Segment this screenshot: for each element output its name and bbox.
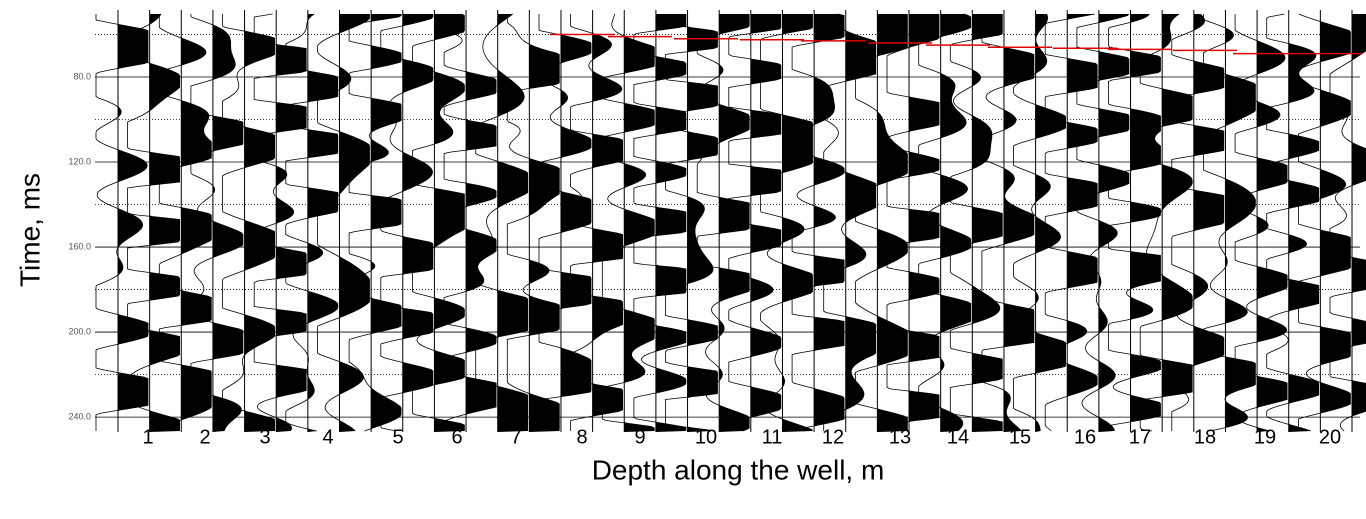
trace-fill [150,14,180,432]
x-tick-label: 14 [947,426,969,448]
x-tick-label: 13 [889,426,911,448]
y-tick-label: 160.0 [68,241,91,251]
y-tick-label: 200.0 [68,326,91,336]
trace-fill [751,14,781,432]
chart: Time, ms Depth along the well, m 80.0120… [0,0,1366,519]
x-tick-label: 5 [392,426,403,448]
x-tick-label: 6 [451,426,462,448]
trace-fill [1194,14,1224,432]
x-tick-label: 10 [695,426,717,448]
trace-fill [308,14,338,432]
y-tick-label: 80.0 [73,71,91,81]
x-tick-label: 17 [1129,426,1151,448]
traces [96,10,1366,432]
x-tick-label: 7 [510,426,521,448]
x-tick-label: 3 [259,426,270,448]
trace-line [1298,14,1350,431]
x-axis-title: Depth along the well, m [592,454,885,485]
x-tick-label: 18 [1194,426,1216,448]
x-tick-label: 4 [322,426,333,448]
y-tick-label: 240.0 [68,411,91,421]
trace-line [1330,14,1366,431]
x-tick-label: 19 [1254,426,1276,448]
x-tick-label: 12 [822,426,844,448]
x-tick-label: 9 [634,426,645,448]
x-tick-label: 11 [762,426,783,448]
x-tick-label: 16 [1074,426,1096,448]
y-axis-title: Time, ms [14,173,45,287]
x-tick-label: 1 [142,426,153,448]
x-tick-label: 2 [199,426,210,448]
x-tick-label: 20 [1319,426,1341,448]
x-tick-label: 15 [1009,426,1031,448]
x-tick-label: 8 [576,426,587,448]
trace-fill [529,14,559,432]
y-tick-label: 120.0 [68,156,91,166]
trace-fill [403,14,433,432]
